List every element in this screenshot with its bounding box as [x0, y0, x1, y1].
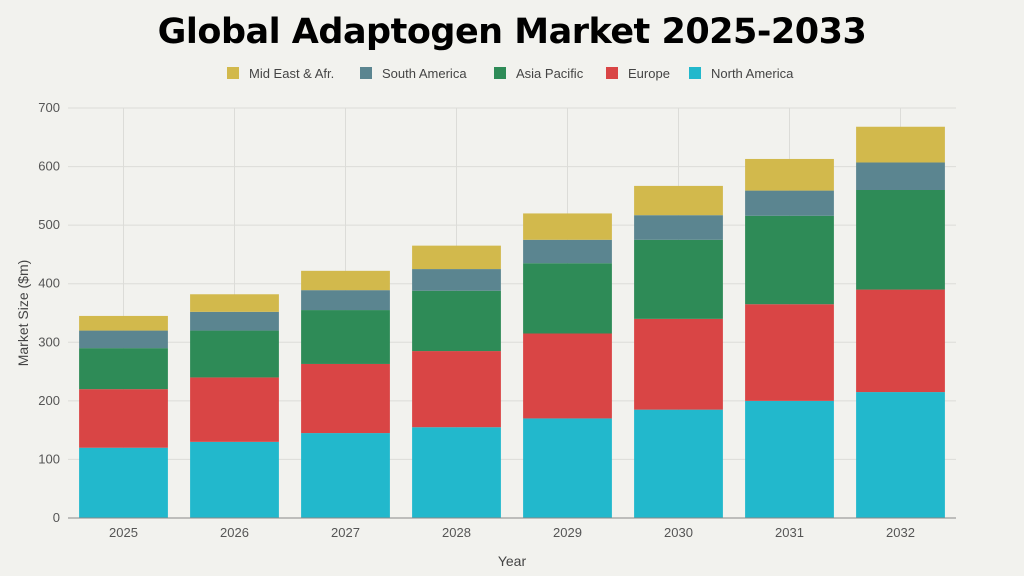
bar-mid-east-afr--2030	[634, 185, 723, 216]
y-tick-label: 400	[38, 276, 60, 291]
x-tick-label: 2026	[220, 525, 249, 540]
bar-europe-2028	[412, 351, 501, 428]
bar-north-america-2031	[745, 400, 834, 518]
bar-south-america-2025	[79, 330, 168, 349]
legend-label: South America	[382, 66, 467, 81]
bar-asia-pacific-2030	[634, 239, 723, 319]
bar-north-america-2032	[856, 392, 945, 518]
y-tick-label: 500	[38, 217, 60, 232]
legend-swatch	[227, 67, 239, 79]
legend-label: Mid East & Afr.	[249, 66, 334, 81]
bar-mid-east-afr--2032	[856, 126, 945, 163]
legend-swatch	[606, 67, 618, 79]
bar-north-america-2030	[634, 409, 723, 518]
bar-north-america-2025	[79, 447, 168, 518]
x-tick-label: 2025	[109, 525, 138, 540]
legend-label: Europe	[628, 66, 670, 81]
bar-mid-east-afr--2031	[745, 158, 834, 191]
x-tick-label: 2027	[331, 525, 360, 540]
x-tick-label: 2030	[664, 525, 693, 540]
x-tick-label: 2032	[886, 525, 915, 540]
y-tick-label: 100	[38, 451, 60, 466]
legend-swatch	[689, 67, 701, 79]
bar-north-america-2027	[301, 433, 390, 518]
y-tick-label: 700	[38, 100, 60, 115]
legend-swatch	[494, 67, 506, 79]
y-tick-label: 0	[53, 510, 60, 525]
bar-mid-east-afr--2025	[79, 315, 168, 331]
bar-south-america-2029	[523, 239, 612, 264]
bar-mid-east-afr--2026	[190, 294, 279, 312]
legend-label: North America	[711, 66, 794, 81]
bar-asia-pacific-2028	[412, 290, 501, 352]
bar-mid-east-afr--2029	[523, 213, 612, 240]
x-tick-label: 2029	[553, 525, 582, 540]
x-tick-label: 2028	[442, 525, 471, 540]
bar-south-america-2030	[634, 215, 723, 240]
bar-asia-pacific-2025	[79, 348, 168, 390]
bar-europe-2029	[523, 333, 612, 419]
y-tick-label: 300	[38, 334, 60, 349]
bar-asia-pacific-2027	[301, 310, 390, 364]
bar-south-america-2031	[745, 190, 834, 216]
x-tick-label: 2031	[775, 525, 804, 540]
bar-north-america-2028	[412, 427, 501, 518]
y-axis-label: Market Size ($m)	[15, 260, 31, 367]
bar-south-america-2026	[190, 311, 279, 331]
bar-north-america-2029	[523, 418, 612, 518]
bar-asia-pacific-2029	[523, 263, 612, 334]
bar-europe-2027	[301, 363, 390, 434]
bar-europe-2030	[634, 318, 723, 410]
bar-south-america-2027	[301, 290, 390, 311]
bar-europe-2026	[190, 377, 279, 442]
legend-label: Asia Pacific	[516, 66, 584, 81]
bar-south-america-2028	[412, 269, 501, 291]
bar-europe-2032	[856, 289, 945, 393]
bar-asia-pacific-2026	[190, 330, 279, 378]
bar-south-america-2032	[856, 162, 945, 190]
legend-swatch	[360, 67, 372, 79]
y-tick-label: 200	[38, 393, 60, 408]
x-axis-label: Year	[498, 553, 527, 569]
chart-title: Global Adaptogen Market 2025-2033	[157, 12, 867, 52]
bar-asia-pacific-2032	[856, 190, 945, 290]
bar-mid-east-afr--2028	[412, 245, 501, 270]
bar-asia-pacific-2031	[745, 215, 834, 305]
bar-europe-2031	[745, 304, 834, 401]
y-tick-label: 600	[38, 159, 60, 174]
bar-north-america-2026	[190, 441, 279, 518]
bar-europe-2025	[79, 389, 168, 448]
bar-mid-east-afr--2027	[301, 270, 390, 291]
